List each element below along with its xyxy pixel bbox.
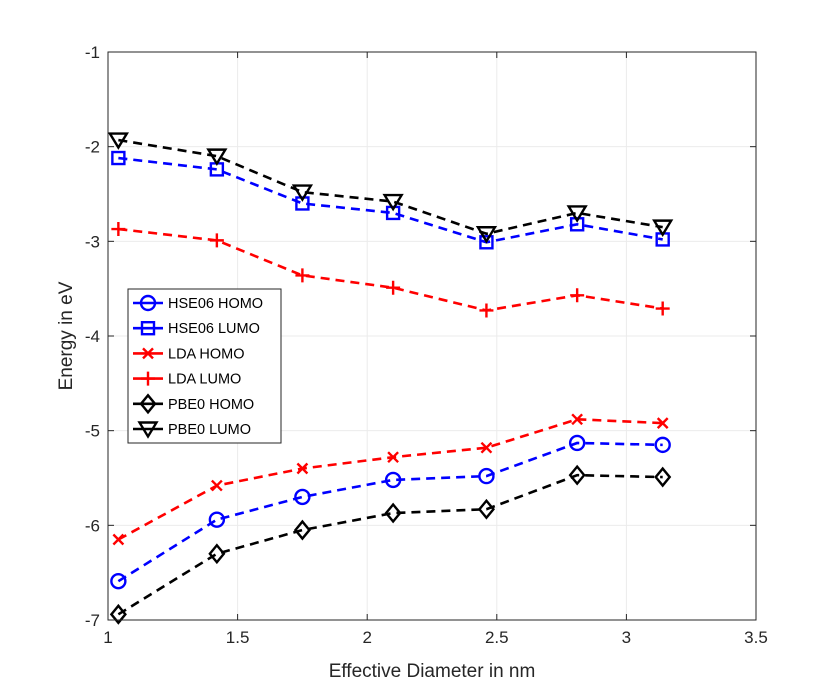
series-line	[117, 473, 663, 616]
x-tick-label: 2	[362, 628, 371, 647]
legend-label: HSE06 LUMO	[168, 321, 260, 337]
series-line	[118, 156, 663, 244]
data-point	[570, 288, 585, 303]
data-point	[655, 301, 670, 316]
series-pbe0-homo	[109, 464, 672, 625]
data-point	[386, 280, 401, 295]
series-hse06-homo	[110, 434, 671, 590]
y-tick-label: -1	[85, 43, 100, 62]
ticks	[107, 51, 757, 621]
data-point	[109, 603, 127, 625]
y-tick-label: -5	[85, 422, 100, 441]
legend-label: PBE0 LUMO	[168, 422, 251, 438]
data-point	[571, 413, 584, 426]
x-tick-label: 1.5	[226, 628, 250, 647]
legend-label: LDA HOMO	[168, 346, 245, 362]
data-point	[208, 511, 226, 528]
y-tick-label: -2	[85, 138, 100, 157]
legend-item: PBE0 HOMO	[133, 393, 254, 415]
legend: HSE06 HOMO HSE06 LUMO LDA HOMO LDA LUMO PBE0…	[127, 288, 282, 444]
data-point	[652, 219, 674, 237]
data-point	[291, 184, 314, 202]
x-tick-label: 3	[622, 628, 631, 647]
y-tick-label: -3	[85, 232, 100, 251]
data-point	[475, 226, 498, 244]
legend-box	[127, 288, 282, 444]
legend-item: PBE0 LUMO	[133, 421, 251, 439]
legend-item: LDA HOMO	[133, 346, 245, 362]
y-tick-label: -4	[85, 327, 100, 346]
legend-marker	[140, 321, 156, 336]
y-tick-label: -7	[85, 611, 100, 630]
x-axis-title: Effective Diameter in nm	[329, 661, 536, 682]
y-axis-title: Energy in eV	[56, 281, 77, 390]
data-point	[479, 235, 494, 250]
data-point	[206, 148, 228, 166]
data-point	[107, 132, 130, 150]
data-point	[568, 434, 586, 452]
x-tick-label: 3.5	[744, 628, 768, 647]
data-point	[382, 193, 404, 212]
data-point	[296, 462, 309, 475]
data-point	[478, 467, 495, 485]
data-point	[568, 464, 586, 486]
data-point	[111, 150, 126, 166]
data-point	[295, 268, 310, 283]
data-point	[211, 479, 223, 492]
data-point	[656, 417, 669, 429]
legend-item: LDA LUMO	[133, 371, 241, 388]
legend-marker	[137, 421, 159, 439]
legend-marker	[139, 393, 157, 415]
legend-item: HSE06 LUMO	[133, 321, 260, 337]
legend-marker	[139, 294, 157, 312]
data-point	[294, 488, 311, 506]
data-point	[111, 222, 126, 237]
y-tick-label: -6	[85, 516, 100, 535]
data-point	[480, 441, 493, 454]
data-point	[208, 543, 226, 565]
data-point	[112, 533, 125, 546]
series-lda-lumo	[111, 222, 670, 318]
data-point	[110, 572, 127, 590]
legend-marker	[142, 347, 154, 360]
tick-labels: 1 1.5 2 2.5 3 3.5 -1 -2 -3 -4 -5 -6 -7	[85, 43, 768, 647]
series-layer	[107, 132, 674, 625]
data-point	[566, 205, 588, 223]
data-point	[387, 451, 399, 464]
data-point	[477, 498, 495, 520]
data-point	[384, 471, 402, 489]
data-point	[654, 466, 672, 488]
data-point	[479, 303, 494, 318]
legend-label: LDA LUMO	[168, 372, 241, 388]
series-lda-homo	[112, 413, 669, 546]
data-point	[209, 233, 224, 248]
data-point	[293, 519, 311, 541]
legend-label: PBE0 HOMO	[168, 397, 254, 413]
data-point	[654, 436, 671, 454]
legend-marker	[141, 371, 155, 386]
series-pbe0-lumo	[107, 132, 674, 244]
legend-label: HSE06 HOMO	[168, 296, 263, 312]
x-tick-label: 1	[103, 628, 112, 647]
x-tick-label: 2.5	[485, 628, 509, 647]
series-line	[117, 441, 663, 583]
legend-item: HSE06 HOMO	[133, 294, 263, 312]
data-point	[384, 502, 402, 524]
